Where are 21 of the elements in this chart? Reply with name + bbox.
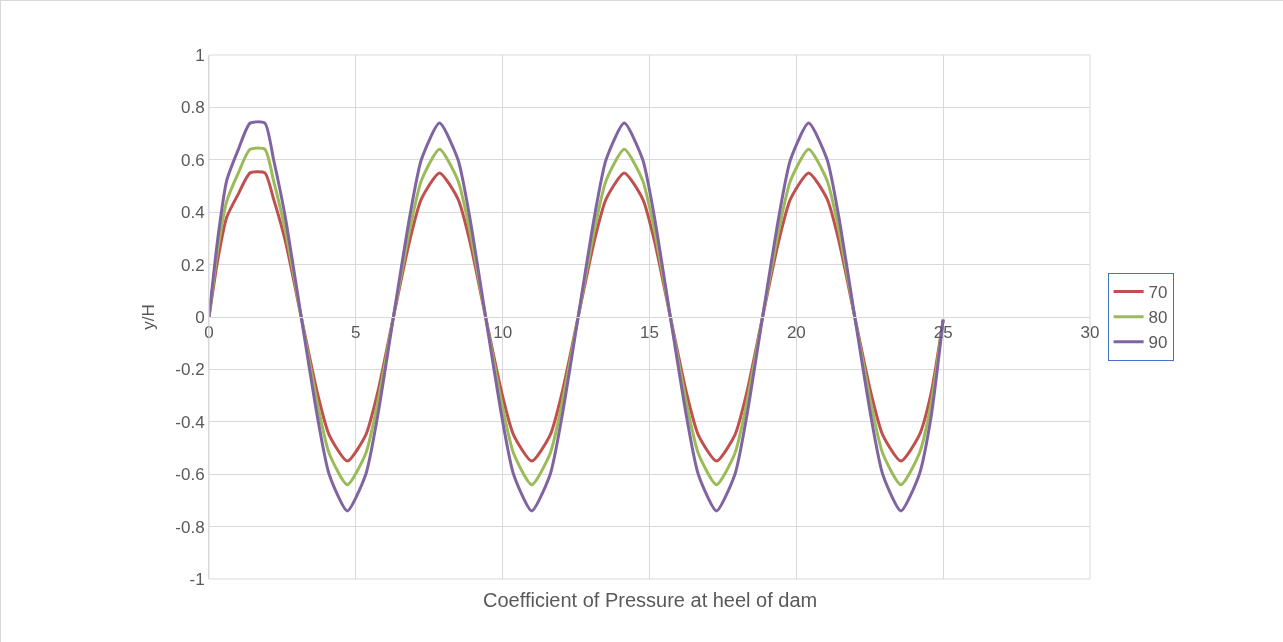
y-tick-label: -1: [189, 569, 205, 589]
legend-label: 90: [1148, 333, 1168, 353]
x-tick-label: 20: [786, 323, 806, 343]
y-tick-label: 0.4: [180, 203, 205, 223]
y-tick-label: -0.4: [175, 412, 205, 432]
y-tick-label: 1: [195, 45, 205, 65]
x-tick-label: 10: [493, 323, 513, 343]
y-tick-label: 0.8: [180, 98, 205, 118]
y-tick-label: -0.8: [175, 517, 205, 537]
x-tick-label: 15: [640, 323, 659, 343]
y-tick-label: 0.6: [180, 150, 205, 170]
legend-label: 70: [1148, 283, 1168, 303]
x-axis-title: Coefficient of Pressure at heel of dam: [483, 589, 818, 611]
legend-label: 80: [1148, 308, 1168, 328]
y-tick-label: -0.6: [175, 465, 205, 485]
y-tick-label: 0: [195, 307, 205, 327]
y-tick-label: -0.2: [175, 360, 205, 380]
x-tick-label: 30: [1080, 323, 1100, 343]
x-tick-label: 5: [351, 323, 361, 343]
y-axis-title: y/H: [138, 304, 158, 330]
y-tick-label: 0.2: [180, 255, 205, 275]
